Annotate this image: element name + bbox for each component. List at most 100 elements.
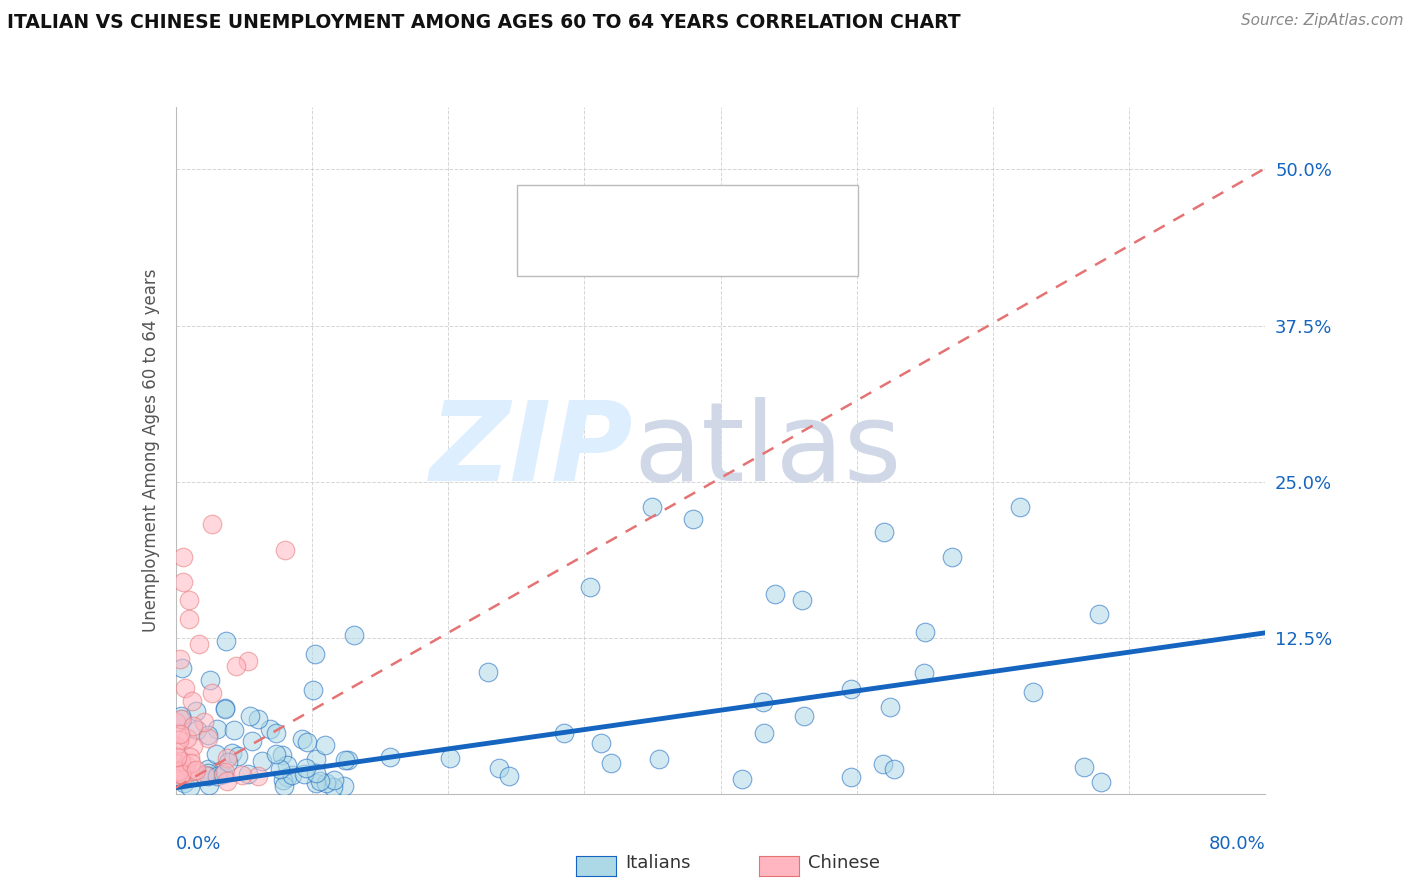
Point: [271, 773, 294, 788]
Point: [198, 673, 221, 688]
Point: [173, 767, 195, 781]
Point: [197, 731, 219, 745]
Point: [793, 708, 815, 723]
Point: [207, 722, 229, 736]
Point: [165, 739, 187, 753]
Point: [215, 773, 238, 788]
Text: atlas: atlas: [633, 397, 901, 504]
Point: [201, 516, 224, 531]
Point: [477, 665, 499, 679]
Text: R =  0.082   N = 44: R = 0.082 N = 44: [588, 242, 763, 260]
Point: [217, 751, 239, 765]
Point: [333, 779, 356, 793]
Point: [172, 661, 194, 675]
Point: [614, 250, 637, 264]
Point: [173, 681, 195, 696]
Point: [648, 752, 671, 766]
Point: [314, 738, 336, 752]
Point: [225, 659, 247, 673]
Point: [197, 762, 219, 776]
Point: [872, 756, 894, 771]
Point: [488, 761, 510, 775]
Point: [246, 769, 269, 783]
Point: [172, 574, 194, 589]
Point: [309, 773, 332, 788]
Point: [166, 749, 188, 764]
Point: [873, 524, 896, 539]
Point: [173, 775, 195, 789]
Point: [179, 780, 201, 795]
Point: [205, 769, 228, 783]
Point: [378, 750, 401, 764]
Point: [172, 549, 194, 564]
Point: [167, 764, 190, 779]
Point: [231, 768, 253, 782]
Point: [217, 755, 239, 769]
Point: [274, 543, 297, 558]
Text: 80.0%: 80.0%: [1209, 835, 1265, 853]
Point: [197, 766, 219, 780]
Point: [169, 767, 191, 781]
Point: [214, 701, 236, 715]
Point: [179, 612, 201, 626]
Point: [752, 726, 775, 740]
Text: 0.0%: 0.0%: [176, 835, 221, 853]
Text: Italians: Italians: [626, 855, 692, 872]
Point: [197, 769, 219, 783]
Point: [839, 770, 862, 784]
Point: [226, 749, 249, 764]
Point: [1090, 775, 1112, 789]
Point: [305, 766, 328, 780]
Point: [731, 772, 754, 786]
Point: [1010, 500, 1032, 514]
Point: [281, 768, 304, 782]
Text: Chinese: Chinese: [808, 855, 880, 872]
Point: [295, 761, 318, 775]
Point: [179, 749, 201, 764]
Point: [589, 736, 612, 750]
Point: [179, 593, 201, 607]
Point: [291, 731, 314, 746]
Point: [322, 772, 344, 787]
Point: [170, 708, 193, 723]
Text: Source: ZipAtlas.com: Source: ZipAtlas.com: [1240, 13, 1403, 29]
Point: [883, 762, 905, 776]
Point: [242, 734, 264, 748]
Point: [211, 766, 233, 780]
Point: [322, 780, 344, 795]
Point: [172, 712, 194, 726]
Point: [682, 512, 704, 526]
Point: [169, 652, 191, 666]
Point: [302, 682, 325, 697]
Point: [839, 682, 862, 697]
Point: [194, 768, 217, 782]
Point: [236, 766, 259, 780]
Point: [184, 704, 207, 718]
Point: [337, 753, 360, 767]
Point: [181, 764, 204, 779]
Point: [276, 758, 298, 772]
Point: [641, 500, 664, 514]
Point: [553, 726, 575, 740]
Point: [214, 765, 236, 780]
Point: [912, 666, 935, 681]
Point: [315, 775, 337, 789]
Point: [941, 549, 963, 564]
Point: [214, 634, 236, 648]
Text: ITALIAN VS CHINESE UNEMPLOYMENT AMONG AGES 60 TO 64 YEARS CORRELATION CHART: ITALIAN VS CHINESE UNEMPLOYMENT AMONG AG…: [7, 13, 960, 32]
Point: [259, 722, 281, 736]
Point: [181, 719, 204, 733]
Point: [170, 754, 193, 768]
Point: [343, 628, 366, 642]
Point: [176, 731, 198, 746]
Point: [498, 768, 520, 782]
Point: [205, 747, 228, 761]
Point: [579, 580, 602, 594]
Point: [295, 735, 318, 749]
Point: [276, 770, 298, 784]
Point: [188, 637, 211, 651]
Point: [221, 746, 243, 760]
Point: [239, 708, 262, 723]
Point: [186, 723, 208, 737]
Point: [170, 767, 193, 781]
